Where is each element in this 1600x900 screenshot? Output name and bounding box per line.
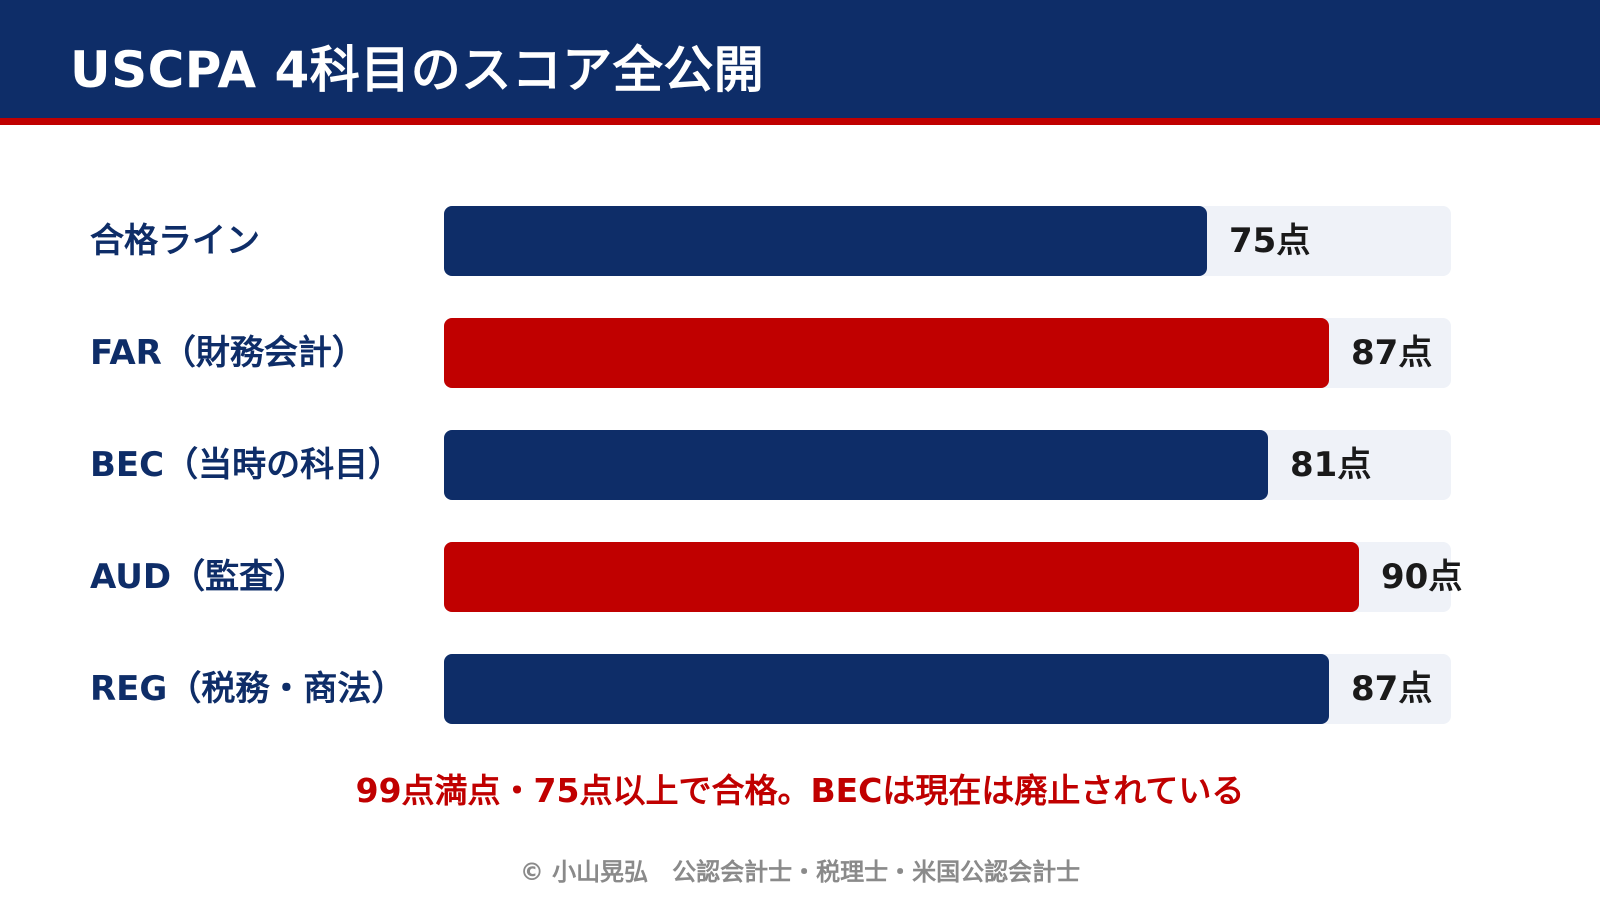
page-title: USCPA 4科目のスコア全公開: [70, 41, 765, 99]
bar-track: 87点: [444, 654, 1451, 724]
bar-track: 87点: [444, 318, 1451, 388]
value-label: 75点: [1229, 221, 1311, 261]
value-label: 87点: [1351, 333, 1433, 373]
bar: [444, 542, 1359, 612]
value-label: 90点: [1381, 557, 1463, 597]
category-label: 合格ライン: [90, 221, 260, 261]
bar: [444, 430, 1268, 500]
bar-row: REG（税務・商法） 87点: [0, 654, 1600, 724]
category-label: REG（税務・商法）: [90, 669, 406, 709]
category-label: AUD（監査）: [90, 557, 308, 597]
bar: [444, 318, 1329, 388]
bar-row: FAR（財務会計） 87点: [0, 318, 1600, 388]
bar: [444, 654, 1329, 724]
bar-row: AUD（監査） 90点: [0, 542, 1600, 612]
bar-row: BEC（当時の科目） 81点: [0, 430, 1600, 500]
bar-track: 90点: [444, 542, 1462, 612]
header-bar: [0, 0, 1600, 118]
bar: [444, 206, 1207, 276]
value-label: 87点: [1351, 669, 1433, 709]
copyright-footer: © 小山晃弘 公認会計士・税理士・米国公認会計士: [519, 858, 1081, 886]
chart-note: 99点満点・75点以上で合格。BECは現在は廃止されている: [355, 771, 1245, 810]
bar-track: 75点: [444, 206, 1451, 276]
category-label: FAR（財務会計）: [90, 333, 366, 373]
bar-row: 合格ライン 75点: [0, 206, 1600, 276]
header-accent-stripe: [0, 118, 1600, 125]
value-label: 81点: [1290, 445, 1372, 485]
category-label: BEC（当時の科目）: [90, 445, 403, 485]
bar-track: 81点: [444, 430, 1451, 500]
